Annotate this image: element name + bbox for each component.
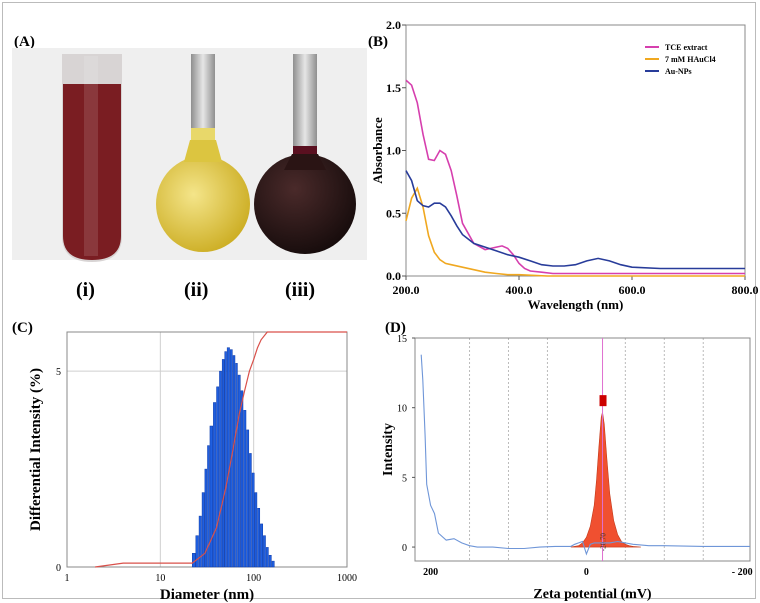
y-tick-label: 1.0 <box>386 144 401 158</box>
histogram-bar <box>201 492 205 568</box>
y-tick-label: 1.5 <box>386 81 401 95</box>
x-tick-label: 100 <box>246 573 261 584</box>
histogram-bar <box>271 560 275 568</box>
peak-marker <box>599 395 607 407</box>
histogram-bar <box>232 355 236 568</box>
histogram-bar <box>243 410 247 568</box>
panel-a-label: (A) <box>14 34 35 50</box>
histogram-bar <box>263 535 266 568</box>
histogram-bar <box>224 351 227 568</box>
histogram-bar <box>260 523 264 568</box>
histogram-bar <box>235 363 238 568</box>
y-axis-label: Differential Intensity (%) <box>28 368 44 531</box>
y-tick-label: 0 <box>402 543 407 554</box>
y-axis-label: Absorbance <box>370 117 385 184</box>
histogram-bar <box>204 468 208 568</box>
histogram-bar <box>216 386 220 568</box>
x-tick-label: 200.0 <box>393 283 420 297</box>
vial-ii-solution <box>156 156 250 252</box>
y-tick-label: 15 <box>397 334 407 345</box>
histogram-bar <box>251 472 255 568</box>
histogram-bar <box>237 374 241 568</box>
peak-area <box>570 411 641 548</box>
histogram-bar <box>254 492 258 568</box>
panel-c-label: (C) <box>12 320 33 336</box>
vial-ii <box>156 54 250 252</box>
vial-iii <box>254 54 356 254</box>
x-tick-label: 10 <box>155 573 165 584</box>
dls-chart: 0 5 1 10 100 1000 Diameter (nm) Differential In… <box>28 331 357 603</box>
y-tick-label: 2.0 <box>386 18 401 32</box>
vial-iii-solution <box>254 154 356 254</box>
x-tick-label: 400.0 <box>506 283 533 297</box>
vial-label-ii: (ii) <box>184 279 209 301</box>
baseline-line <box>420 354 750 556</box>
panel-b-label: (B) <box>368 34 388 50</box>
legend-entry-2: Au-NPs <box>665 67 692 76</box>
histogram-bar <box>219 370 222 568</box>
legend-entry-0: TCE extract <box>665 43 708 52</box>
series-line-2 <box>405 170 745 270</box>
histogram-bar <box>195 535 199 568</box>
histogram-bar <box>257 508 261 568</box>
histogram-bar <box>246 429 250 568</box>
x-tick-label: - 200 <box>732 567 753 578</box>
x-tick-label: 1 <box>65 573 70 584</box>
histogram-bar <box>207 445 210 568</box>
histogram-bar <box>198 515 202 568</box>
cumulative-line <box>95 331 347 568</box>
y-axis-label: Intensity <box>381 423 396 476</box>
y-tick-label: 0.5 <box>386 206 401 220</box>
legend-entry-1: 7 mM HAuCl4 <box>665 55 716 64</box>
histogram-bar <box>209 425 214 568</box>
histogram-bar <box>221 359 225 568</box>
panel-d-label: (D) <box>385 320 406 336</box>
panel-a-photo <box>12 48 367 262</box>
peak-value-label: -20.70 <box>600 533 608 552</box>
x-axis-label: Diameter (nm) <box>160 587 254 603</box>
histogram-bar <box>249 453 252 568</box>
series-line-0 <box>405 79 745 275</box>
vial-i <box>62 54 122 262</box>
x-tick-label: 0 <box>584 567 589 578</box>
x-tick-label: 800.0 <box>732 283 759 297</box>
y-tick-label: 0 <box>56 563 61 574</box>
histogram-bar <box>268 555 272 568</box>
y-tick-label: 5 <box>56 367 61 378</box>
series-line-1 <box>405 186 745 277</box>
y-tick-label: 10 <box>397 404 407 415</box>
x-tick-label: 1000 <box>337 573 357 584</box>
histogram-bar <box>192 553 196 568</box>
x-tick-label: 200 <box>423 567 438 578</box>
vial-label-iii: (iii) <box>285 279 315 301</box>
x-axis-label: Wavelength (nm) <box>528 297 624 312</box>
histogram-bar <box>265 547 269 568</box>
histogram-bar <box>213 402 217 568</box>
plot-border <box>414 337 751 562</box>
histogram-bar <box>240 390 244 568</box>
histogram-bar <box>226 347 230 568</box>
y-tick-label: 0.0 <box>386 269 401 283</box>
uv-vis-chart: 0.0 0.5 1.0 1.5 2.0 200.0 400.0 600.0 800.0 Wavel… <box>370 18 759 312</box>
vial-label-i: (i) <box>76 279 95 301</box>
y-tick-label: 5 <box>402 473 407 484</box>
zeta-chart: 0 5 10 15 200 0 - 200 Zeta potential (mV) Intens… <box>381 334 753 602</box>
vial-i-solution <box>63 84 121 260</box>
x-axis-label: Zeta potential (mV) <box>533 587 652 602</box>
x-tick-label: 600.0 <box>619 283 646 297</box>
